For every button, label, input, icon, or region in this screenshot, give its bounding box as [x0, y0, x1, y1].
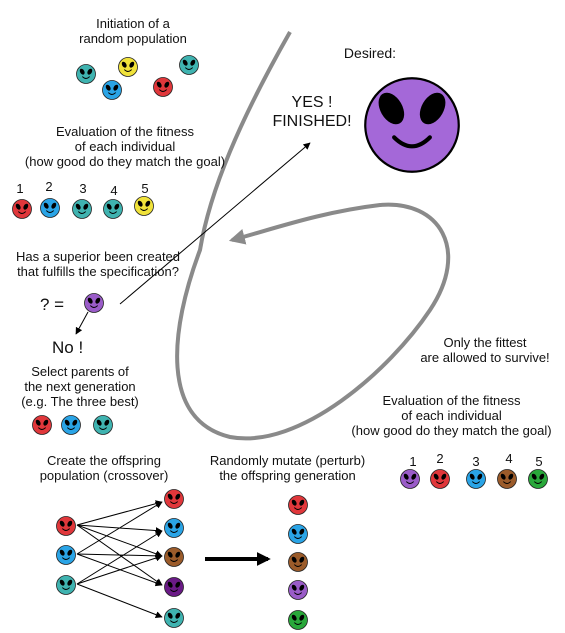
rank-left-5: 5	[141, 181, 149, 196]
select-parents-text: Select parents of the next generation (e…	[21, 364, 139, 409]
yes-finished-text: YES ! FINISHED!	[272, 94, 352, 130]
alien-evaluated-left-4	[103, 199, 123, 219]
alien-evaluated-left-1	[12, 199, 32, 219]
alien-candidate-1	[84, 293, 104, 313]
alien-crossover-children-2	[164, 518, 184, 538]
crossover-text: Create the offspring population (crossov…	[39, 453, 169, 483]
alien-mutated-4	[288, 580, 308, 600]
rank-left-2: 2	[45, 179, 53, 194]
alien-parents-3	[93, 415, 113, 435]
alien-evaluated-right-4	[497, 469, 517, 489]
rank-right-3: 3	[472, 454, 480, 469]
alien-crossover-children-5	[164, 608, 184, 628]
alien-crossover-children-3	[164, 547, 184, 567]
alien-mutated-2	[288, 524, 308, 544]
mutation-text: Randomly mutate (perturb) the offspring …	[209, 453, 366, 483]
alien-mutated-5	[288, 610, 308, 630]
initiation-line-2: random population	[79, 31, 187, 46]
alien-mutated-1	[288, 495, 308, 515]
candidate-question: ? =	[40, 295, 65, 314]
evaluation-right-text: Evaluation of the fitness of each indivi…	[351, 393, 552, 438]
alien-evaluated-right-5	[528, 469, 548, 489]
alien-initial-2	[118, 57, 138, 77]
no-label: No !	[52, 338, 84, 357]
evolution-loop-curve	[175, 31, 451, 441]
rank-right-5: 5	[535, 454, 543, 469]
alien-evaluated-left-3	[72, 199, 92, 219]
alien-crossover-children-1	[164, 489, 184, 509]
alien-parents-2	[61, 415, 81, 435]
alien-evaluated-left-2	[40, 198, 60, 218]
rank-left-4: 4	[110, 183, 118, 198]
alien-initial-5	[153, 77, 173, 97]
alien-initial-4	[102, 80, 122, 100]
desired-face	[364, 77, 460, 173]
crossover-arrows	[76, 500, 163, 618]
alien-group	[12, 55, 548, 630]
alien-crossover-parents-2	[56, 545, 76, 565]
rank-left-1: 1	[16, 181, 24, 196]
alien-mutated-3	[288, 552, 308, 572]
rank-right-2: 2	[436, 451, 444, 466]
yes-arrow	[119, 142, 311, 305]
alien-evaluated-right-1	[400, 469, 420, 489]
alien-crossover-parents-3	[56, 575, 76, 595]
superior-question-text: Has a superior been created that fulfill…	[15, 249, 181, 279]
rank-left-3: 3	[79, 181, 87, 196]
rank-right-1: 1	[409, 454, 417, 469]
alien-crossover-parents-1	[56, 516, 76, 536]
alien-initial-1	[76, 64, 96, 84]
alien-evaluated-left-5	[134, 196, 154, 216]
alien-parents-1	[32, 415, 52, 435]
desired-label: Desired:	[343, 45, 397, 61]
alien-initial-3	[179, 55, 199, 75]
no-arrow	[75, 311, 89, 335]
alien-evaluated-right-2	[430, 469, 450, 489]
rank-right-4: 4	[505, 451, 513, 466]
evaluation-left-text: Evaluation of the fitness of each indivi…	[24, 124, 226, 169]
initiation-line-1: Initiation of a	[96, 16, 170, 31]
initiation-text: Initiation of a random population	[53, 16, 213, 46]
desired-alien	[364, 77, 460, 173]
alien-crossover-children-4	[164, 577, 184, 597]
alien-evaluated-right-3	[466, 469, 486, 489]
fittest-text: Only the fittest are allowed to survive!	[420, 335, 550, 365]
